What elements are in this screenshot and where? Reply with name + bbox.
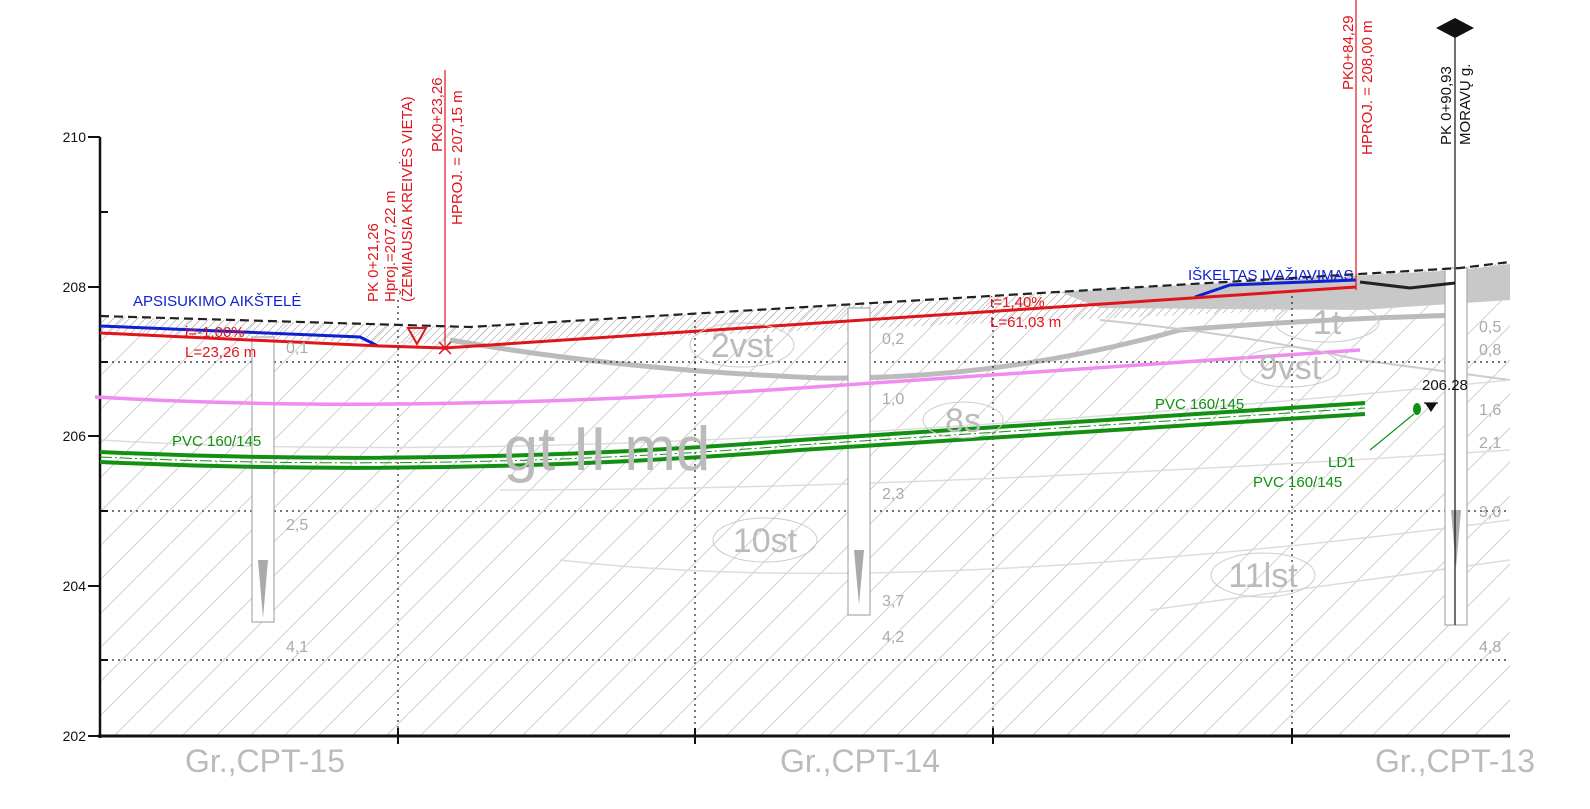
station-marker [1436, 18, 1474, 38]
soil-ellipse [712, 517, 818, 563]
existing-ground [99, 260, 1511, 329]
pink-line [94, 348, 1361, 406]
soil-ellipse [1239, 346, 1341, 388]
depth-label: 4,8 [1479, 639, 1501, 656]
annotation: L=23,26 m [185, 344, 256, 361]
y-tick-label: 202 [63, 728, 87, 744]
annotation: PVC 160/145 [172, 433, 261, 450]
level-marker [1425, 403, 1437, 412]
annotation: APSISUKIMO AIKŠTELĖ [133, 292, 301, 310]
depth-label: 0,2 [882, 331, 904, 348]
depth-label: 1,6 [1479, 402, 1501, 419]
soil-label: 8s [945, 402, 981, 440]
station-label: PK 0+21,26 [365, 223, 382, 302]
soil-ellipse [1274, 301, 1380, 343]
station-label: HPROJ. = 208,00 m [1359, 20, 1376, 155]
axis-ticks [88, 136, 1293, 744]
leader-line [1369, 413, 1415, 451]
depth-label: 3,7 [882, 593, 904, 610]
design-line [99, 285, 1357, 350]
borehole-name: Gr.,CPT-14 [780, 743, 940, 779]
pipe [99, 401, 1366, 460]
depth-label: 0,1 [286, 340, 308, 357]
soil-hatch [100, 262, 1510, 736]
annotation: i=1,40% [990, 294, 1045, 311]
depth-label: 4,2 [882, 629, 904, 646]
station-label: (ŽEMIAUSIA KREIVĖS VIETA) [398, 96, 416, 302]
soil-label: 11lst [1228, 557, 1298, 595]
soil-ellipse [689, 322, 795, 368]
soil-label: 1t [1313, 304, 1342, 342]
depth-label: 2,5 [286, 517, 308, 534]
annotation: IŠKELTAS ĮVAŽIAVIMAS [1188, 267, 1354, 284]
layer-boundary [1099, 319, 1511, 381]
depth-label: 0,8 [1479, 342, 1501, 359]
y-tick-label: 204 [63, 578, 87, 594]
layer-boundary [559, 519, 1511, 575]
y-tick-label: 208 [63, 279, 87, 295]
soil-label: gt II md [504, 415, 711, 484]
pipe [99, 412, 1366, 470]
blue-line [1194, 278, 1357, 299]
station-label: HPROJ. = 207,15 m [449, 90, 466, 225]
layer-boundary [499, 449, 1511, 491]
well-marker [1413, 403, 1421, 415]
y-tick-label: 206 [63, 428, 87, 444]
y-tick-label: 210 [63, 129, 87, 145]
soil-label: 2vst [711, 327, 774, 365]
station-label: PK0+23,26 [429, 77, 446, 152]
annotation: LD1 [1328, 454, 1356, 471]
blue-line [99, 324, 379, 348]
soil-ellipse [1210, 552, 1316, 598]
depth-label: 1,0 [882, 391, 904, 408]
soil-label: 10st [733, 522, 798, 560]
station-label: PK0+84,29 [1340, 15, 1357, 90]
depth-label: 4,1 [286, 639, 308, 656]
annotation: 206.28 [1422, 377, 1468, 394]
annotation: PVC 160/145 [1253, 474, 1342, 491]
borehole-name: Gr.,CPT-15 [185, 743, 345, 779]
layer-boundary [449, 312, 1461, 381]
station-label: MORAVŲ g. [1457, 64, 1474, 145]
station-label: Hproj.=207,22 m [382, 191, 399, 302]
annotation: PVC 160/145 [1155, 396, 1244, 413]
borehole-name: Gr.,CPT-13 [1375, 743, 1535, 779]
low-point-mark [438, 341, 452, 355]
soil-label: 9vst [1259, 349, 1322, 387]
low-point-triangle [406, 327, 428, 347]
borehole-arrows [258, 510, 1461, 618]
soil-ellipse [922, 401, 1004, 439]
depth-label: 0,5 [1479, 319, 1501, 336]
annotation: i=-1,00% [185, 324, 245, 341]
pipe-axis [99, 407, 1366, 464]
depth-label: 2,1 [1479, 435, 1501, 452]
depth-label: 2,3 [882, 486, 904, 503]
station-label: PK 0+90,93 [1438, 66, 1455, 145]
annotation: L=61,03 m [990, 314, 1061, 331]
depth-label: 3,0 [1479, 504, 1501, 521]
road-edge [1359, 280, 1456, 290]
